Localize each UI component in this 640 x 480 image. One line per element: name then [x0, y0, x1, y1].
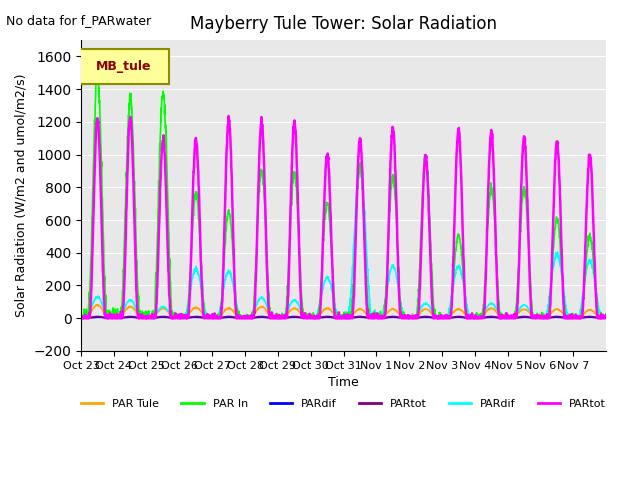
- PAR Tule: [532, 315, 540, 321]
- Line: PAR Tule: PAR Tule: [81, 305, 606, 318]
- X-axis label: Time: Time: [328, 376, 359, 389]
- PAR In: [602, 315, 610, 321]
- PARdif: [595, 308, 603, 314]
- Line: PARtot: PARtot: [81, 316, 606, 318]
- PARdif: [77, 315, 85, 321]
- PAR Tule: [502, 315, 509, 321]
- PARtot: [130, 314, 138, 320]
- PAR In: [243, 313, 251, 319]
- PARdif: [602, 315, 610, 321]
- PARtot: [602, 314, 610, 320]
- PARdif: [130, 300, 138, 306]
- PARtot: [595, 314, 603, 320]
- Title: Mayberry Tule Tower: Solar Radiation: Mayberry Tule Tower: Solar Radiation: [190, 15, 497, 33]
- PARdif: [355, 162, 363, 168]
- PAR Tule: [376, 315, 383, 321]
- PARdif: [376, 314, 383, 320]
- PARdif: [77, 315, 85, 321]
- PAR Tule: [77, 315, 85, 321]
- PARtot: [77, 315, 85, 321]
- PAR In: [78, 315, 86, 321]
- PARdif: [532, 315, 540, 321]
- PARdif: [243, 315, 251, 321]
- PARdif: [502, 315, 509, 321]
- Line: PARdif: PARdif: [81, 317, 606, 318]
- PARtot: [595, 315, 603, 321]
- PARdif: [130, 314, 138, 320]
- PARdif: [77, 315, 85, 321]
- PAR In: [376, 315, 383, 321]
- Text: MB_tule: MB_tule: [95, 60, 151, 73]
- PAR Tule: [93, 302, 101, 308]
- PARdif: [502, 315, 509, 321]
- PARdif: [595, 315, 603, 321]
- PARtot: [77, 315, 85, 321]
- PAR In: [77, 314, 85, 320]
- PARtot: [77, 315, 85, 321]
- PARtot: [531, 315, 539, 321]
- PARtot: [375, 315, 383, 321]
- PAR Tule: [595, 314, 603, 320]
- PARtot: [130, 195, 138, 201]
- PAR Tule: [602, 315, 610, 321]
- PARtot: [243, 315, 251, 321]
- PAR In: [532, 315, 540, 321]
- PARtot: [376, 315, 383, 321]
- PARdif: [602, 315, 610, 321]
- PAR Tule: [243, 315, 251, 321]
- PAR In: [595, 314, 603, 320]
- Y-axis label: Solar Radiation (W/m2 and umol/m2/s): Solar Radiation (W/m2 and umol/m2/s): [15, 74, 28, 317]
- PAR In: [502, 314, 509, 320]
- PARtot: [225, 113, 232, 119]
- Text: No data for f_PARwater: No data for f_PARwater: [6, 14, 152, 27]
- PAR Tule: [77, 315, 85, 321]
- PAR In: [130, 167, 138, 172]
- PARdif: [520, 314, 528, 320]
- PARdif: [78, 315, 86, 321]
- Line: PARtot: PARtot: [81, 116, 606, 318]
- Line: PAR In: PAR In: [81, 72, 606, 318]
- PARdif: [375, 315, 383, 321]
- PARtot: [243, 315, 251, 321]
- PARdif: [243, 315, 251, 321]
- FancyBboxPatch shape: [77, 49, 169, 84]
- Legend: PAR Tule, PAR In, PARdif, PARtot, PARdif, PARtot: PAR Tule, PAR In, PARdif, PARtot, PARdif…: [77, 395, 611, 414]
- PARtot: [532, 315, 540, 321]
- Line: PARdif: PARdif: [81, 165, 606, 318]
- PARtot: [502, 315, 509, 321]
- PARdif: [532, 315, 540, 321]
- PARtot: [502, 315, 509, 321]
- PARtot: [356, 313, 364, 319]
- PAR In: [92, 70, 100, 75]
- PARtot: [602, 315, 610, 321]
- PAR Tule: [130, 307, 138, 312]
